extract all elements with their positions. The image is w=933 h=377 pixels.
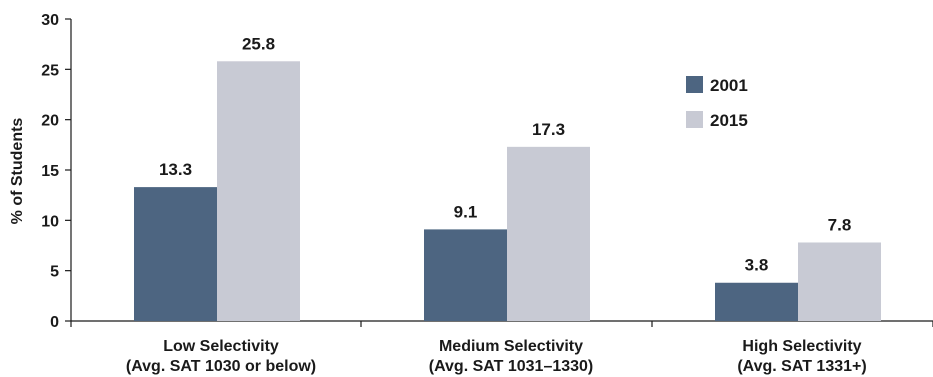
- bar-2001-1: [134, 187, 217, 321]
- data-label-2001-3: 3.8: [745, 256, 769, 275]
- bar-2001-2: [424, 229, 507, 321]
- bars: [134, 61, 881, 321]
- legend: 2001 2015: [686, 76, 748, 130]
- axes: 0 5 10 15 20 25 30 Low Selectivity (Avg. SAT 103…: [41, 12, 933, 375]
- data-label-2001-2: 9.1: [454, 202, 478, 221]
- category-sublabel: (Avg. SAT 1331+): [737, 358, 866, 375]
- y-tick-label: 0: [50, 314, 59, 331]
- data-label-2015-3: 7.8: [828, 215, 852, 234]
- y-tick-label: 30: [41, 12, 59, 29]
- category-label: Low Selectivity: [163, 338, 279, 355]
- y-tick-label: 15: [41, 163, 59, 180]
- y-tick-label: 20: [41, 113, 59, 130]
- bar-2015-3: [798, 242, 881, 321]
- category-label: Medium Selectivity: [439, 338, 583, 355]
- legend-label-2001: 2001: [710, 76, 748, 95]
- legend-label-2015: 2015: [710, 111, 748, 130]
- category-sublabel: (Avg. SAT 1030 or below): [126, 358, 316, 375]
- bar-2015-1: [217, 61, 300, 321]
- legend-swatch-2001: [686, 76, 703, 93]
- y-axis-label: % of Students: [9, 118, 26, 225]
- y-tick-label: 5: [50, 264, 59, 281]
- data-labels: 13.3 25.8 9.1 17.3 3.8 7.8: [159, 34, 851, 274]
- category-sublabel: (Avg. SAT 1031–1330): [429, 358, 594, 375]
- legend-swatch-2015: [686, 111, 703, 128]
- category-label: High Selectivity: [742, 338, 861, 355]
- y-tick-label: 25: [41, 62, 59, 79]
- bar-2001-3: [715, 282, 798, 321]
- y-tick-label: 10: [41, 213, 59, 230]
- data-label-2015-1: 25.8: [242, 34, 275, 53]
- data-label-2015-2: 17.3: [532, 120, 565, 139]
- data-label-2001-1: 13.3: [159, 160, 192, 179]
- bar-2015-2: [507, 146, 590, 321]
